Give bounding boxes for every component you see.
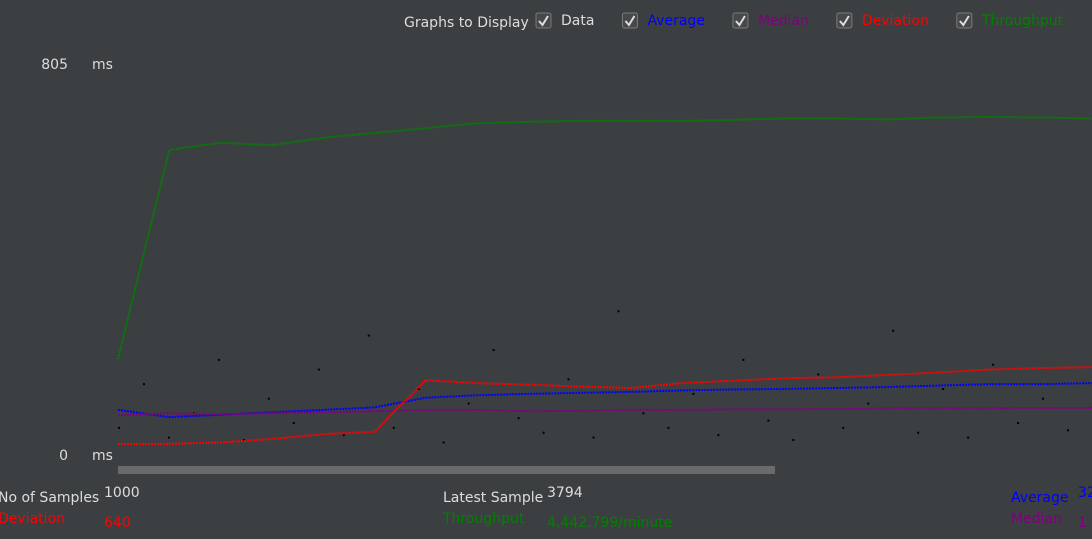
- y-unit: ms: [92, 57, 113, 73]
- stat-value: 1000: [104, 485, 140, 501]
- data-point: [567, 378, 570, 381]
- stat-label: Deviation: [0, 511, 65, 527]
- y-tick-label: 0: [59, 448, 68, 464]
- data-point: [542, 431, 545, 434]
- stat-value: 3794: [547, 485, 583, 501]
- data-point: [617, 310, 620, 313]
- data-point: [917, 431, 920, 434]
- data-point: [842, 426, 845, 429]
- data-point: [692, 392, 695, 395]
- legend-item[interactable]: Average: [621, 12, 705, 29]
- data-point: [642, 412, 645, 415]
- data-point: [967, 436, 970, 439]
- legend-label[interactable]: Average: [647, 13, 705, 29]
- checkmark: [538, 15, 549, 27]
- y-tick-label: 805: [41, 57, 68, 73]
- checkmark: [624, 15, 636, 27]
- stat-value: 1: [1078, 515, 1087, 531]
- graphs-title: Graphs to Display: [404, 15, 529, 31]
- legend-label[interactable]: Median: [758, 13, 809, 29]
- data-point: [717, 434, 720, 437]
- data-point: [1017, 422, 1020, 424]
- checkmark: [959, 15, 970, 27]
- checkbox[interactable]: [621, 12, 638, 29]
- legend-item[interactable]: Data: [535, 12, 594, 29]
- data-point: [442, 441, 445, 444]
- data-point: [742, 358, 745, 361]
- data-point: [467, 402, 470, 405]
- stat-value: 640: [104, 515, 131, 531]
- legend-label[interactable]: Throughput: [981, 13, 1064, 29]
- legend-label[interactable]: Deviation: [862, 13, 929, 29]
- data-point: [767, 419, 770, 422]
- legend-item[interactable]: Deviation: [836, 12, 929, 29]
- data-point: [592, 436, 595, 439]
- checkbox[interactable]: [535, 12, 552, 29]
- data-point: [667, 426, 670, 429]
- data-point: [517, 417, 520, 420]
- data-point: [342, 434, 345, 437]
- checkmark: [735, 15, 746, 27]
- stat-label: Median: [1011, 511, 1062, 527]
- checkbox[interactable]: [836, 12, 853, 29]
- data-point: [492, 349, 495, 352]
- data-point: [317, 368, 320, 371]
- data-point: [267, 397, 270, 400]
- data-point: [1042, 397, 1045, 400]
- series-line: [117, 115, 1092, 360]
- data-point: [1067, 429, 1070, 432]
- data-point: [992, 363, 995, 366]
- data-point: [367, 334, 370, 337]
- data-point: [292, 422, 295, 424]
- stat-value: 32: [1078, 485, 1092, 501]
- series-line: [118, 366, 1092, 445]
- checkbox[interactable]: [956, 12, 973, 29]
- data-point: [167, 436, 170, 439]
- plot: 0 ms 805 ms: [41, 57, 1092, 464]
- data-point: [118, 426, 120, 429]
- data-point: [417, 388, 420, 390]
- stat-label: No of Samples: [0, 490, 99, 506]
- data-point: [892, 329, 895, 332]
- data-point: [817, 373, 820, 376]
- data-point: [942, 388, 945, 390]
- stat-value: 4,442,799/minute: [547, 515, 672, 531]
- series-line: [117, 382, 1092, 419]
- data-point: [217, 358, 220, 361]
- legend-item[interactable]: Median: [732, 12, 809, 29]
- stat-label: Average: [1011, 490, 1069, 506]
- series-line: [117, 406, 1092, 417]
- legend: Data Average Median Deviation Throughput: [535, 12, 1064, 29]
- stat-label: Throughput: [442, 511, 525, 527]
- checkmark: [839, 15, 850, 27]
- data-point: [867, 402, 870, 405]
- legend-item[interactable]: Throughput: [956, 12, 1064, 29]
- y-unit: ms: [92, 448, 113, 464]
- data-point: [392, 426, 395, 429]
- legend-label[interactable]: Data: [561, 13, 594, 29]
- scrollbar[interactable]: [118, 466, 775, 474]
- data-point: [792, 439, 795, 441]
- data-point: [142, 383, 145, 386]
- stat-label: Latest Sample: [443, 490, 543, 506]
- checkbox[interactable]: [732, 12, 749, 29]
